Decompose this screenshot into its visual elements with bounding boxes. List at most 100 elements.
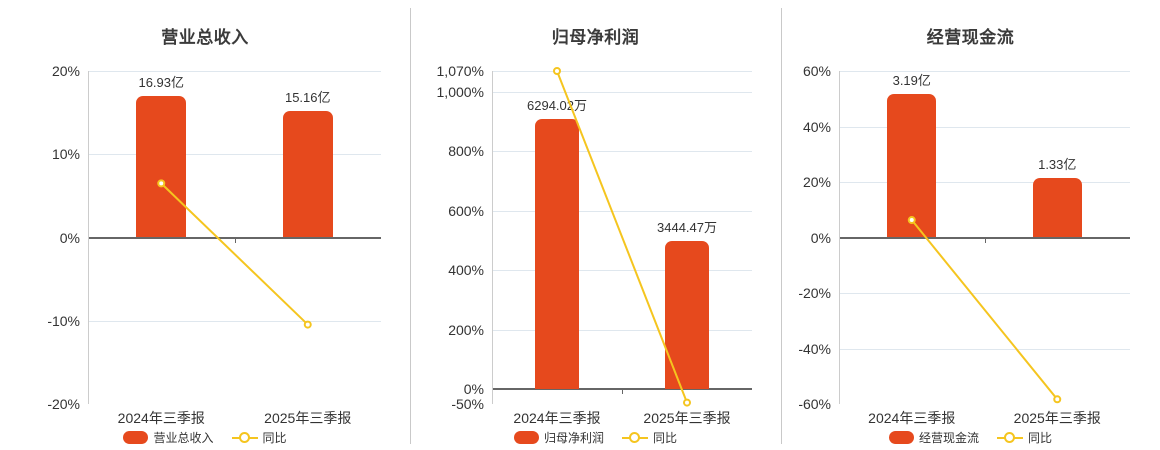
x-axis-tick <box>234 238 236 243</box>
yoy-line-chart <box>157 179 312 329</box>
legend-item-bar-series[interactable]: 归母净利润 <box>513 429 604 446</box>
chart-title: 经营现金流 <box>926 28 1015 48</box>
y-axis-tick-label: 0% <box>463 381 484 398</box>
legend-item-bar-series[interactable]: 经营现金流 <box>888 429 979 446</box>
y-axis-tick-label: -50% <box>451 396 484 412</box>
x-axis-label: 2024年三季报 <box>513 410 601 426</box>
bar-value-label: 1.33亿 <box>1038 156 1077 172</box>
bar-value-label: 3444.47万 <box>657 220 717 236</box>
panel-divider <box>410 8 411 444</box>
plot-area: 1,070% 1,000% 800% 600% 400% 200% 0% -50% 6294.0… <box>437 63 752 412</box>
y-axis-tick-label: 1,070% <box>436 63 484 79</box>
y-axis-tick-label: -40% <box>798 340 831 357</box>
y-axis-tick-label: -60% <box>798 396 831 412</box>
bar-swatch-icon <box>123 431 149 444</box>
legend: 经营现金流 同比 <box>781 429 1160 446</box>
gridline <box>839 71 1130 72</box>
gridline <box>839 348 1130 350</box>
bar-value-label: 3.19亿 <box>892 72 931 88</box>
yoy-line <box>910 219 1059 400</box>
legend-label: 营业总收入 <box>153 431 214 445</box>
x-axis-zero-line <box>492 388 752 391</box>
legend-label: 同比 <box>1028 431 1053 445</box>
yoy-point-2024年三季报[interactable] <box>157 179 166 188</box>
y-axis-tick-label: 400% <box>448 262 484 279</box>
bar-2025年三季报[interactable] <box>1032 177 1082 238</box>
legend-item-line-series[interactable]: 同比 <box>231 429 287 446</box>
gridline <box>839 126 1130 128</box>
bar-swatch-icon <box>888 431 914 444</box>
plot-area: 60% 40% 20% 0% -20% -40% -60% 3.19亿 1.33亿 <box>798 63 1130 412</box>
gridline <box>492 91 752 93</box>
bar-2024年三季报[interactable] <box>887 93 937 238</box>
legend-item-bar-series[interactable]: 营业总收入 <box>123 429 214 446</box>
gridline <box>492 151 752 153</box>
x-axis-label: 2025年三季报 <box>1013 410 1101 426</box>
chart-title: 营业总收入 <box>161 28 249 48</box>
gridline <box>839 293 1130 294</box>
line-marker-icon <box>231 431 258 444</box>
y-axis-tick-label: 200% <box>448 321 484 338</box>
gridline <box>492 71 752 72</box>
legend-label: 同比 <box>262 431 287 445</box>
panel-revenue: 营业总收入 20% 10% 0% -10% -20% 16.93亿 15.16亿 2024年… <box>0 0 410 450</box>
legend-label: 归母净利润 <box>543 431 604 445</box>
bar-value-label: 15.16亿 <box>284 89 331 105</box>
plot-area: 20% 10% 0% -10% -20% 16.93亿 15.16亿 <box>47 63 381 412</box>
y-axis-tick-label: 40% <box>802 118 831 135</box>
gridline <box>88 154 381 156</box>
bar-2024年三季报[interactable] <box>136 95 187 238</box>
gridline <box>88 320 381 322</box>
x-axis-label: 2024年三季报 <box>117 410 205 426</box>
x-axis-zero-line <box>839 236 1130 239</box>
bar-swatch-icon <box>513 431 539 444</box>
gridline <box>839 182 1130 183</box>
yoy-line-chart <box>907 216 1062 404</box>
panel-net-profit: 归母净利润 1,070% 1,000% 800% 600% 400% 200% 0% -50%… <box>410 0 781 450</box>
bar-2025年三季报[interactable] <box>282 110 333 238</box>
legend-label: 经营现金流 <box>918 431 979 445</box>
y-axis-tick-label: -20% <box>47 396 80 412</box>
x-axis-label: 2024年三季报 <box>868 410 956 426</box>
yoy-line-chart <box>553 67 691 407</box>
yoy-line <box>160 182 309 326</box>
yoy-point-2025年三季报[interactable] <box>683 398 691 407</box>
legend: 营业总收入 同比 <box>0 429 410 446</box>
y-axis-tick-label: -20% <box>798 285 831 301</box>
panel-divider <box>781 8 782 444</box>
yoy-point-2024年三季报[interactable] <box>553 67 561 75</box>
y-axis-line <box>839 71 840 404</box>
x-axis-tick <box>984 238 986 243</box>
x-axis-label: 2025年三季报 <box>643 410 731 426</box>
legend-item-line-series[interactable]: 同比 <box>997 429 1052 446</box>
gridline <box>88 71 381 72</box>
x-axis-label: 2025年三季报 <box>264 410 352 426</box>
bar-value-label: 16.93亿 <box>138 74 185 90</box>
y-axis-line <box>492 71 493 404</box>
yoy-point-2025年三季报[interactable] <box>303 320 312 329</box>
y-axis-line <box>88 71 89 404</box>
y-axis-tick-label: 600% <box>448 202 484 219</box>
bar-2024年三季报[interactable] <box>535 118 579 390</box>
legend-item-line-series[interactable]: 同比 <box>622 429 677 446</box>
x-axis-zero-line <box>88 236 381 239</box>
yoy-point-2024年三季报[interactable] <box>907 216 916 225</box>
line-marker-icon <box>622 431 648 444</box>
x-axis-tick <box>622 390 623 395</box>
y-axis-tick-label: 1,000% <box>436 83 484 100</box>
panel-operating-cash-flow: 经营现金流 60% 40% 20% 0% -20% -40% -60% 3.19亿 1.33亿 … <box>781 0 1160 450</box>
legend: 归母净利润 同比 <box>410 429 781 446</box>
line-marker-icon <box>997 431 1023 444</box>
legend-label: 同比 <box>653 431 678 445</box>
yoy-line <box>556 70 688 403</box>
yoy-point-2025年三季报[interactable] <box>1053 395 1062 404</box>
y-axis-tick-label: 20% <box>51 63 80 79</box>
y-axis-tick-label: 0% <box>59 229 80 246</box>
gridline <box>492 329 752 331</box>
y-axis-tick-label: 60% <box>802 63 831 79</box>
gridline <box>492 210 752 212</box>
gridline <box>492 270 752 272</box>
y-axis-tick-label: 10% <box>51 146 80 163</box>
y-axis-tick-label: -10% <box>47 312 80 329</box>
